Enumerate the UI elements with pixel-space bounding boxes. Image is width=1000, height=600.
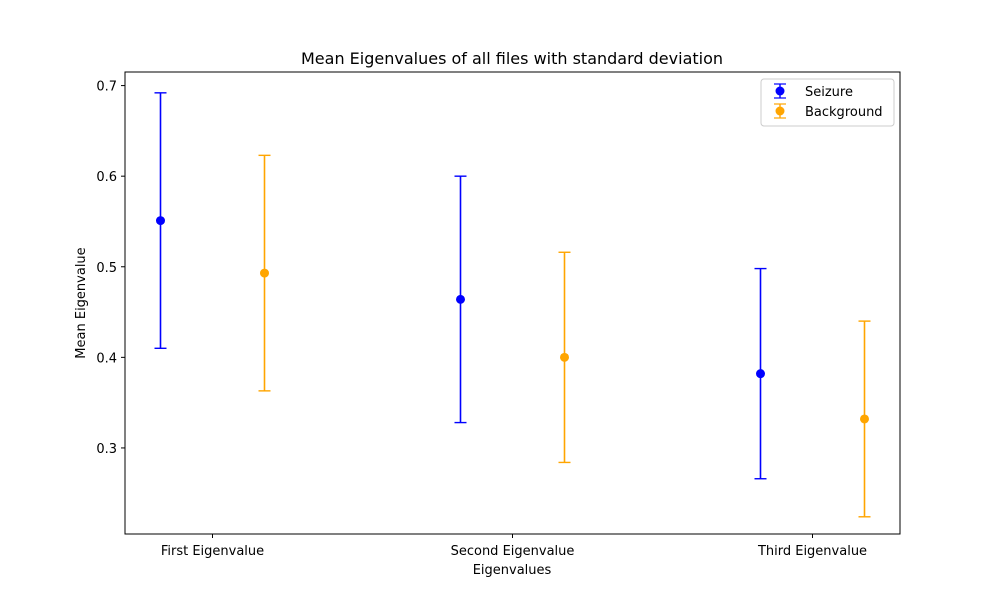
plot-area-frame [124, 71, 901, 535]
y-tick-label: 0.6 [96, 170, 117, 185]
series-background [258, 154, 871, 518]
data-point [156, 216, 165, 226]
y-tick-label: 0.4 [96, 351, 117, 366]
legend-marker-dot [775, 106, 785, 116]
y-tick-label: 0.7 [96, 80, 117, 95]
data-point [260, 268, 269, 278]
legend: Seizure Background [760, 78, 895, 127]
y-axis: 0.3 0.4 0.5 0.6 0.7 [96, 80, 125, 457]
data-point [756, 369, 765, 379]
chart-title: Mean Eigenvalues of all files with stand… [301, 49, 723, 68]
x-axis: First Eigenvalue Second Eigenvalue Third E… [161, 534, 867, 559]
x-tick-label: First Eigenvalue [161, 544, 264, 559]
y-tick-label: 0.3 [96, 442, 117, 457]
series-seizure [154, 92, 767, 480]
y-axis-label: Mean Eigenvalue [74, 247, 89, 358]
data-point [860, 414, 869, 424]
x-tick-label: Third Eigenvalue [757, 544, 867, 559]
legend-marker-dot [775, 86, 785, 96]
x-tick-label: Second Eigenvalue [451, 544, 575, 559]
x-axis-label: Eigenvalues [473, 563, 552, 578]
chart-marks [154, 92, 871, 518]
legend-label: Seizure [805, 85, 853, 100]
y-tick-label: 0.5 [96, 261, 117, 276]
data-point [456, 294, 465, 304]
legend-box [760, 78, 895, 127]
data-point [560, 352, 569, 362]
legend-label: Background [805, 105, 883, 120]
